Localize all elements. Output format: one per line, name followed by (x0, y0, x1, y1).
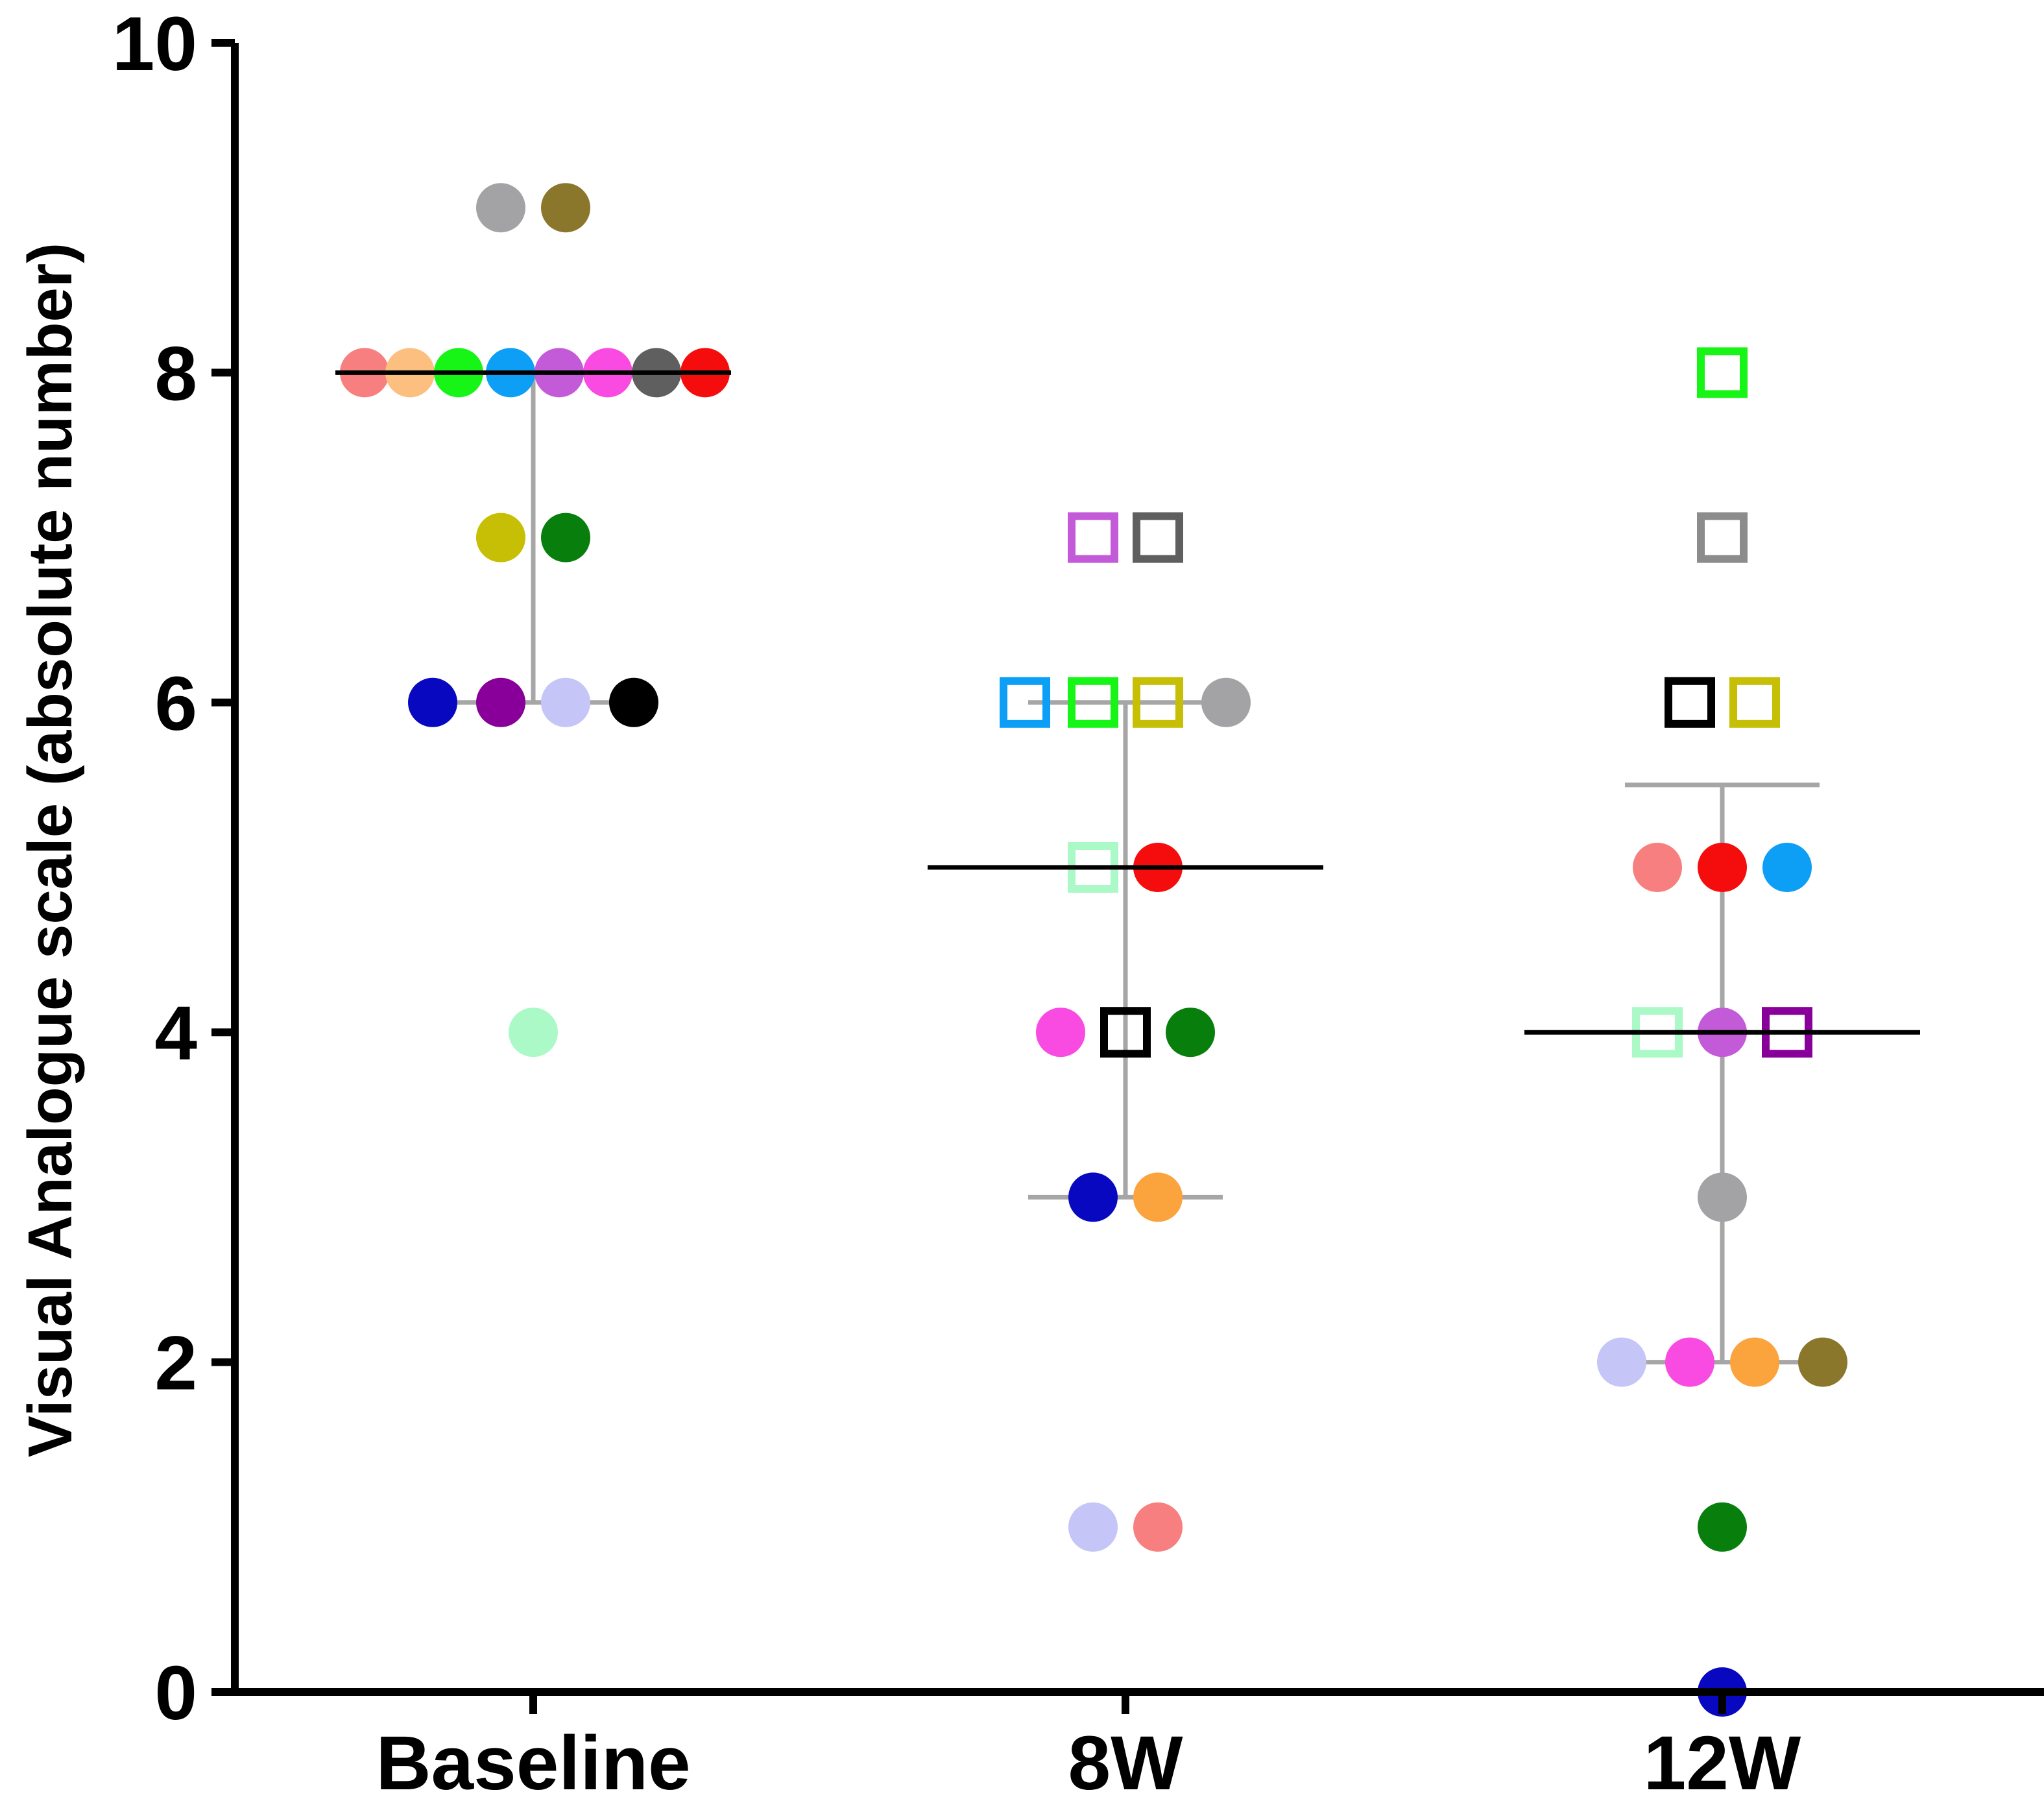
data-point-8w-0 (1068, 512, 1118, 563)
data-point-8w-12 (1133, 1172, 1183, 1222)
data-point-8w-1 (1133, 512, 1183, 563)
data-point-8w-4 (1133, 677, 1183, 728)
y-tick-label-10: 10 (112, 1, 197, 87)
data-point-12w-10 (1698, 1172, 1747, 1222)
data-point-12w-15 (1698, 1502, 1747, 1552)
data-point-8w-10 (1166, 1008, 1215, 1057)
data-point-12w-2 (1665, 677, 1715, 728)
x-category-label-baseline: Baseline (376, 1721, 690, 1806)
data-point-12w-13 (1730, 1337, 1779, 1387)
data-point-12w-6 (1762, 843, 1812, 892)
data-point-12w-0 (1697, 347, 1748, 398)
data-point-baseline-1 (541, 183, 590, 233)
y-tick-label-0: 0 (154, 1650, 197, 1736)
y-tick-label-2: 2 (154, 1321, 197, 1407)
data-point-8w-9 (1100, 1007, 1151, 1058)
data-point-baseline-16 (509, 1008, 558, 1057)
x-category-label-8w: 8W (1068, 1721, 1184, 1806)
data-point-baseline-12 (408, 677, 457, 727)
data-point-12w-4 (1633, 843, 1682, 892)
y-tick-label-8: 8 (154, 331, 197, 417)
data-point-12w-12 (1665, 1337, 1714, 1387)
labels-layer: 0 2 4 6 8 10 Baseline 8W 12W (112, 1, 1801, 1806)
y-tick-label-4: 4 (154, 991, 197, 1076)
data-point-8w-13 (1068, 1502, 1118, 1552)
data-point-baseline-13 (476, 677, 525, 727)
data-point-8w-14 (1133, 1502, 1183, 1552)
data-point-8w-5 (1201, 677, 1251, 727)
median-layer (335, 370, 1920, 1035)
data-point-baseline-11 (541, 513, 590, 562)
data-point-8w-8 (1036, 1008, 1085, 1057)
data-point-8w-2 (1000, 677, 1050, 728)
points-layer (340, 183, 1847, 1717)
y-axis-title: Visual Analogue scale (absolute number) (16, 243, 85, 1457)
data-point-baseline-15 (609, 677, 658, 727)
y-tick-label-6: 6 (154, 661, 197, 747)
data-point-12w-11 (1597, 1337, 1646, 1387)
data-point-12w-3 (1729, 677, 1780, 728)
x-category-label-12w: 12W (1644, 1721, 1801, 1806)
data-point-8w-11 (1068, 1172, 1118, 1222)
data-point-baseline-14 (541, 677, 590, 727)
data-point-8w-3 (1068, 677, 1118, 728)
data-point-12w-1 (1697, 512, 1748, 563)
data-point-12w-14 (1798, 1337, 1847, 1387)
data-point-baseline-10 (476, 513, 525, 562)
data-point-baseline-0 (476, 183, 525, 233)
ticks-layer (211, 39, 1726, 1714)
data-point-12w-5 (1698, 843, 1747, 892)
